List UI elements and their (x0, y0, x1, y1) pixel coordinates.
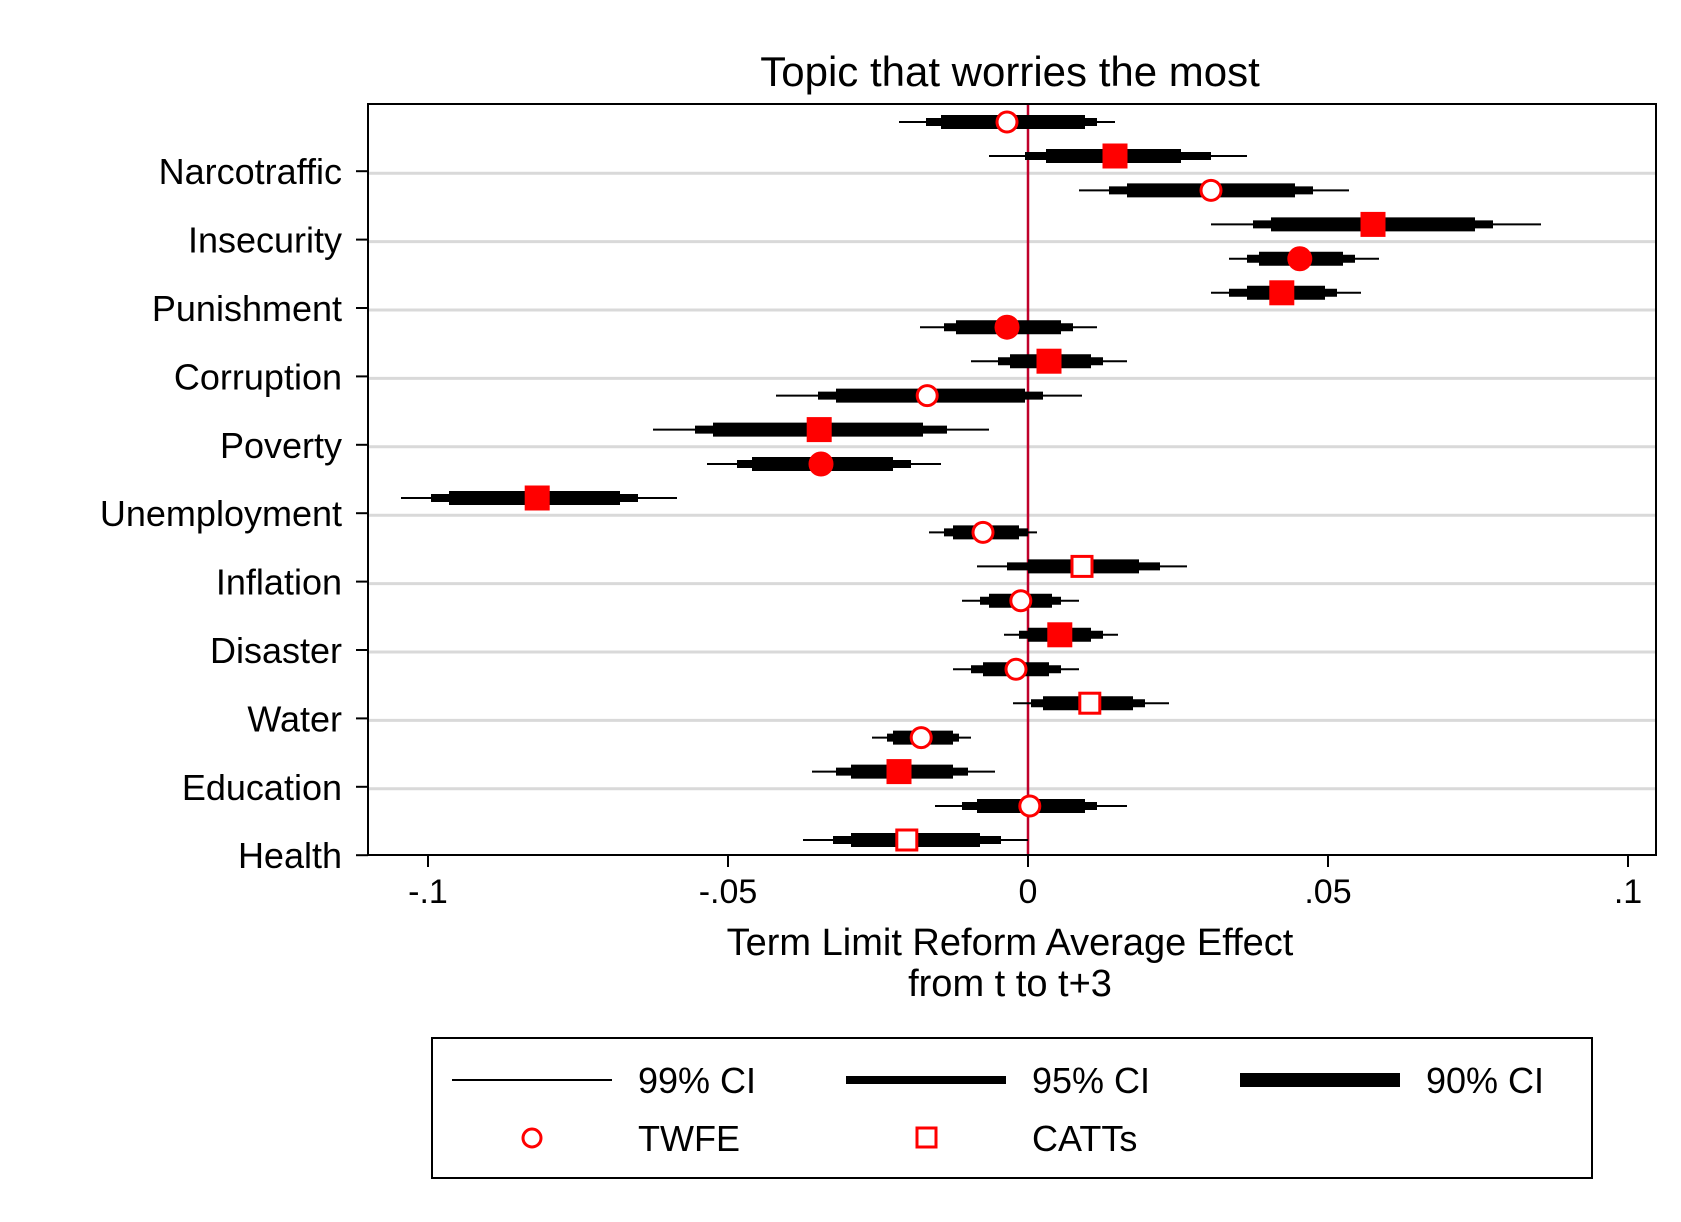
legend-ci95-label: 95% CI (1032, 1060, 1150, 1101)
x-axis-label: Term Limit Reform Average Effect (727, 922, 1294, 964)
marker-catts-narcotraffic (1102, 143, 1128, 169)
marker-catts-insecurity (1360, 211, 1386, 237)
marker-catts-punishment (1269, 280, 1295, 306)
legend-catts-label: CATTs (1032, 1118, 1137, 1159)
y-axis: Narcotraffic Insecurity Punishment Corrupti… (100, 151, 368, 876)
marker-catts-corruption (1036, 348, 1062, 374)
marker-catts-inflation (1070, 554, 1094, 578)
marker-twfe-unemployment (808, 451, 834, 477)
legend-twfe-marker (521, 1127, 543, 1149)
legend-catts-marker (915, 1126, 938, 1149)
x-axis: -.1 -.05 0 .05 .1 (408, 855, 1642, 911)
plot-area (367, 103, 1657, 856)
marker-twfe-health (1018, 794, 1042, 818)
marker-twfe-punishment (1287, 246, 1313, 272)
marker-catts-poverty (806, 417, 832, 443)
legend-twfe-label: TWFE (638, 1118, 740, 1159)
marker-catts-health (895, 828, 919, 852)
y-category-label-unemployment: Unemployment (100, 493, 342, 534)
x-tick-label: -.1 (408, 873, 448, 911)
y-category-label-narcotraffic: Narcotraffic (159, 151, 342, 192)
marker-catts-education (886, 759, 912, 785)
legend: 99% CI 95% CI 90% CI TWFE CATTs (431, 1037, 1593, 1179)
marker-twfe-water (1004, 657, 1028, 681)
marker-twfe-inflation (971, 520, 995, 544)
y-category-label-disaster: Disaster (210, 630, 342, 671)
legend-ci99-label: 99% CI (638, 1060, 756, 1101)
y-category-label-education: Education (182, 767, 342, 808)
y-category-label-health: Health (238, 835, 342, 876)
y-category-label-water: Water (247, 698, 342, 739)
marker-twfe-education (909, 726, 933, 750)
y-category-label-corruption: Corruption (174, 356, 342, 397)
y-category-label-inflation: Inflation (216, 562, 342, 603)
marker-twfe-narcotraffic (995, 110, 1019, 134)
marker-twfe-corruption (994, 314, 1020, 340)
plot-frame (367, 103, 1657, 856)
marker-twfe-insecurity (1199, 178, 1223, 202)
y-category-label-punishment: Punishment (152, 288, 342, 329)
marker-catts-disaster (1047, 622, 1073, 648)
chart-title: Topic that worries the most (760, 48, 1260, 95)
marker-twfe-disaster (1009, 589, 1033, 613)
legend-box (431, 1037, 1593, 1179)
x-tick-label: 0 (1019, 873, 1038, 911)
marker-twfe-poverty (915, 384, 939, 408)
marker-catts-water (1078, 691, 1102, 715)
y-category-label-poverty: Poverty (220, 425, 342, 466)
x-axis-label-line2: from t to t+3 (908, 963, 1112, 1005)
x-tick-label: .1 (1614, 873, 1642, 911)
x-tick-label: -.05 (699, 873, 758, 911)
y-category-label-insecurity: Insecurity (188, 220, 342, 261)
legend-ci90-label: 90% CI (1426, 1060, 1544, 1101)
x-tick-label: .05 (1304, 873, 1351, 911)
marker-catts-unemployment (524, 485, 550, 511)
